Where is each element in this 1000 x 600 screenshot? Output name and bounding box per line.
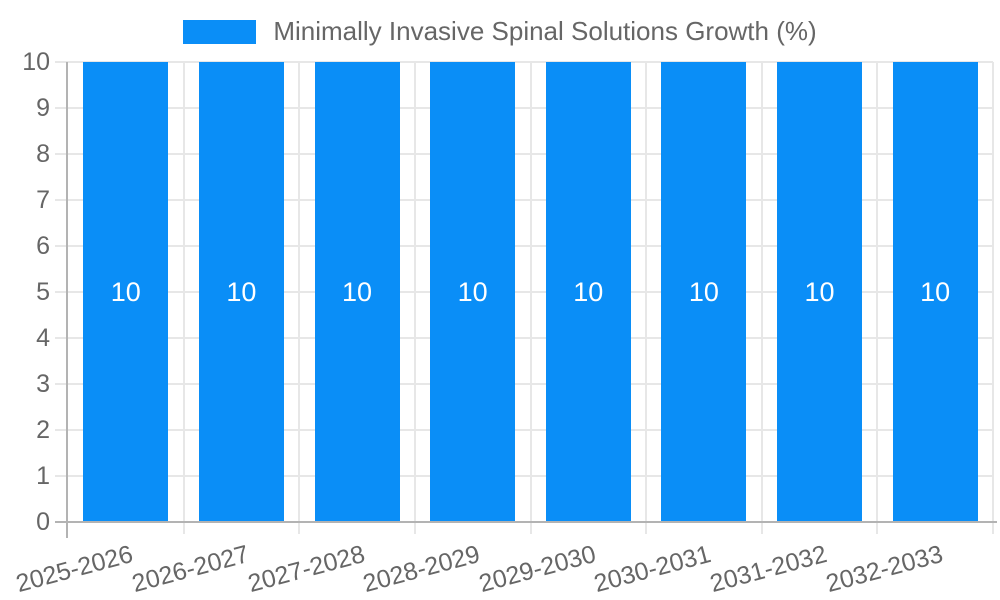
gridline-horizontal <box>55 245 993 247</box>
bar-value-label: 10 <box>226 277 257 307</box>
x-axis-tick-label: 2032-2033 <box>822 540 946 598</box>
gridline-vertical <box>529 62 532 534</box>
gridline-horizontal <box>55 337 993 339</box>
bar <box>545 62 631 522</box>
x-axis-tick-label: 2025-2026 <box>13 540 137 598</box>
gridline-horizontal <box>55 291 993 293</box>
bar <box>314 62 400 522</box>
gridline-vertical <box>182 62 185 534</box>
y-axis-tick-label: 6 <box>36 232 50 260</box>
y-axis-tick-label: 0 <box>36 508 50 536</box>
y-axis-tick-label: 7 <box>36 186 50 214</box>
x-axis-line <box>55 521 997 523</box>
x-axis-tick-label: 2029-2030 <box>475 540 599 598</box>
bar-value-label: 10 <box>688 277 719 307</box>
y-axis-tick-label: 2 <box>36 416 50 444</box>
y-axis-tick-label: 4 <box>36 324 50 352</box>
gridline-horizontal <box>55 383 993 385</box>
x-axis-tick-label: 2028-2029 <box>360 540 483 598</box>
bar <box>777 62 863 522</box>
gridline-vertical <box>876 62 879 534</box>
y-axis-tick-label: 5 <box>36 278 50 306</box>
gridline-vertical <box>413 62 416 534</box>
gridline-horizontal <box>55 153 993 155</box>
legend-label: Minimally Invasive Spinal Solutions Grow… <box>273 16 817 46</box>
gridline-vertical <box>298 62 301 534</box>
y-axis-line <box>66 62 68 538</box>
bar <box>83 62 169 522</box>
x-axis-tick-label: 2030-2031 <box>591 540 715 598</box>
legend-swatch <box>183 19 257 44</box>
legend: Minimally Invasive Spinal Solutions Grow… <box>0 16 1000 47</box>
bar-value-label: 10 <box>573 277 604 307</box>
y-axis-tick-label: 3 <box>36 370 50 398</box>
bar-value-label: 10 <box>342 277 373 307</box>
bar-value-label: 10 <box>804 277 835 307</box>
bar <box>198 62 284 522</box>
y-axis-tick-label: 9 <box>36 94 50 122</box>
x-axis-tick-label: 2031-2032 <box>707 540 830 598</box>
y-axis-tick-label: 8 <box>36 140 50 168</box>
gridline-vertical <box>645 62 648 534</box>
bar <box>661 62 747 522</box>
bar-value-label: 10 <box>457 277 488 307</box>
gridline-vertical <box>760 62 763 534</box>
bar-value-label: 10 <box>920 277 951 307</box>
gridline-horizontal <box>55 199 993 201</box>
bar <box>430 62 516 522</box>
y-axis-tick-label: 10 <box>22 48 50 76</box>
gridline-vertical <box>992 62 994 534</box>
x-axis-tick-label: 2027-2028 <box>244 540 368 598</box>
x-axis-tick-label: 2026-2027 <box>128 540 252 598</box>
gridline-horizontal <box>55 107 993 109</box>
bar <box>892 62 978 522</box>
gridline-horizontal <box>55 475 993 477</box>
y-axis-tick-label: 1 <box>36 462 50 490</box>
gridline-horizontal <box>55 429 993 431</box>
bar-value-label: 10 <box>110 277 141 307</box>
gridline-horizontal <box>55 61 993 63</box>
